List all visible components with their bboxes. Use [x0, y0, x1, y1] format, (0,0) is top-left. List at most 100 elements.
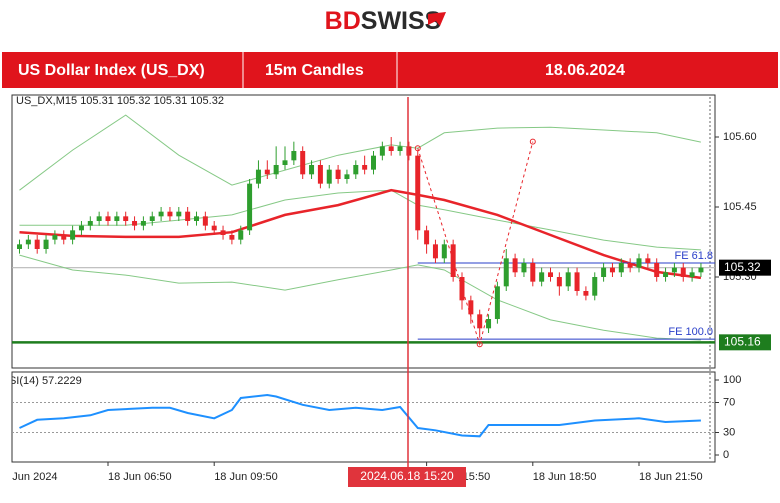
candle-body: [503, 258, 509, 287]
x-tick-label: 18 Jun 06:50: [108, 471, 172, 483]
candle-body: [388, 146, 394, 151]
rsi-line: [19, 393, 701, 438]
zigzag-point: [414, 145, 421, 152]
logo-arrow: [428, 12, 446, 26]
candle-body: [618, 263, 624, 273]
candle-body: [539, 272, 545, 282]
candle-body: [132, 221, 138, 226]
candle-body: [459, 277, 465, 301]
candle-body: [247, 183, 253, 231]
candle-body: [291, 151, 297, 161]
main-panel: [11, 94, 716, 369]
candle-body: [680, 267, 686, 277]
cursor: 2024.06.18 15:20: [348, 97, 466, 487]
candle-body: [326, 169, 332, 184]
candle-body: [61, 235, 67, 240]
main-plot: FE 61.8 FE 100.0: [12, 114, 715, 348]
rsi-tick-label: 30: [723, 426, 735, 438]
x-tick-label: 18 Jun 21:50: [639, 471, 703, 483]
candle-body: [87, 221, 93, 226]
candle-body: [663, 272, 669, 277]
candle-body: [556, 277, 562, 287]
candle-body: [317, 165, 323, 184]
moving-average: [19, 188, 702, 280]
candle-body: [344, 174, 350, 179]
candle-body: [282, 160, 288, 165]
candle-body: [432, 244, 438, 259]
candle-body: [548, 272, 553, 277]
candle-body: [574, 272, 580, 291]
candle-body: [105, 216, 111, 221]
logo: BDSWISS: [325, 7, 442, 35]
candle-body: [601, 267, 607, 277]
candle-body: [194, 216, 199, 221]
candle-body: [397, 146, 403, 151]
candle-body: [671, 267, 677, 273]
price-tag-label: 105.16: [724, 335, 761, 349]
candle-body: [176, 211, 182, 217]
candle-body: [229, 235, 235, 240]
candle-body: [43, 239, 49, 249]
logo-part: SWISS: [361, 7, 442, 35]
date: 18.06.2024: [545, 62, 625, 79]
candle-body: [521, 263, 527, 273]
candle-body: [70, 230, 76, 240]
timeframe: 15m Candles: [265, 62, 364, 79]
price-tag: [719, 259, 771, 276]
candle-body: [52, 235, 58, 240]
candle-body: [654, 263, 660, 277]
candle-body: [211, 225, 217, 231]
candle-body: [353, 165, 359, 175]
fib-label: FE 100.0: [668, 326, 713, 338]
candle-body: [185, 211, 191, 221]
price-tag: [719, 334, 771, 351]
cursor-label: 2024.06.18 15:20: [360, 469, 454, 483]
candle-body: [335, 169, 341, 179]
candle-body: [609, 267, 615, 273]
rsi-tick-label: 70: [723, 396, 735, 408]
candle-body: [158, 211, 164, 217]
candle-body: [34, 239, 40, 249]
candle-body: [220, 230, 226, 235]
candle-body: [636, 258, 642, 268]
candle-body: [468, 300, 474, 315]
candle-body: [530, 263, 536, 282]
candle-body: [25, 239, 31, 245]
candle-body: [123, 216, 129, 221]
candle-body: [140, 221, 146, 226]
candle-body: [645, 258, 651, 263]
candle-body: [415, 155, 421, 231]
rsi-tick-label: 100: [723, 374, 741, 386]
candle-body: [300, 151, 306, 175]
y-tick-label: 105.60: [723, 131, 757, 143]
price-tag-label: 105.32: [724, 260, 761, 274]
candle-body: [486, 319, 492, 329]
candle-body: [512, 258, 518, 273]
candle-body: [424, 230, 430, 245]
candle-body: [698, 267, 704, 273]
x-tick-label: 18 Jun 18:50: [533, 471, 597, 483]
instrument: US Dollar Index (US_DX): [18, 62, 205, 79]
candle-body: [371, 155, 376, 170]
candle-body: [309, 165, 315, 175]
rsi-panel: [11, 371, 716, 463]
candle-body: [78, 225, 84, 231]
logo-part: BD: [325, 7, 361, 35]
candle-body: [114, 216, 120, 221]
zigzag-point: [476, 341, 483, 348]
rsi-plot: [12, 393, 715, 438]
rsi-label: RSI(14) 57.2229: [1, 375, 82, 387]
band-line: [19, 254, 701, 341]
candle-body: [362, 165, 368, 170]
candle-body: [450, 244, 456, 277]
candle-body: [689, 272, 695, 277]
candle-body: [167, 211, 173, 217]
candle-body: [583, 291, 589, 296]
candle-body: [255, 169, 261, 184]
candle-body: [264, 169, 270, 175]
x-date-label: 18 Jun 2024: [0, 471, 58, 483]
zigzag: [417, 141, 534, 347]
candle-body: [273, 165, 279, 175]
